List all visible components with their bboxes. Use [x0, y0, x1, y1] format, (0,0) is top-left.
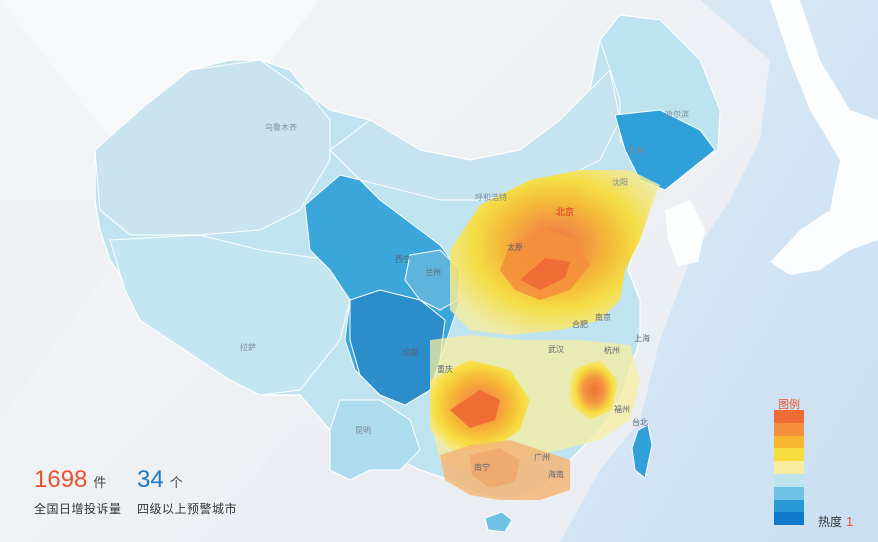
heat-label: 热度: [818, 515, 843, 529]
legend-swatch: [774, 486, 804, 500]
daily-complaints-stat: 1698 件 全国日增投诉量: [34, 466, 122, 517]
heat-level: 热度 1: [818, 513, 853, 530]
legend-swatch: [774, 461, 804, 474]
city-label: 兰州: [425, 267, 441, 277]
legend-swatch: [774, 512, 804, 526]
legend-swatch: [774, 422, 804, 436]
warning-cities-stat: 34 个 四级以上预警城市: [137, 466, 237, 517]
city-label: 台北: [632, 417, 648, 427]
city-label: 南宁: [474, 462, 490, 472]
city-label: 呼和浩特: [475, 192, 507, 202]
city-label: 哈尔滨: [665, 109, 689, 119]
city-label: 上海: [634, 333, 650, 343]
legend-swatch: [774, 448, 804, 462]
city-label: 北京: [556, 206, 574, 217]
legend-swatch: [774, 410, 804, 423]
daily-complaints-value: 1698: [34, 466, 88, 493]
warning-cities-label: 四级以上预警城市: [137, 502, 238, 516]
warning-cities-value: 34: [137, 466, 164, 493]
legend-swatch: [774, 473, 804, 487]
city-label: 沈阳: [612, 177, 628, 187]
city-label: 太原: [507, 242, 523, 252]
legend-swatch: [774, 435, 804, 449]
city-label: 武汉: [548, 344, 564, 354]
legend-title: 图例: [778, 399, 800, 411]
city-label: 杭州: [604, 345, 620, 355]
city-label: 南京: [595, 312, 611, 322]
city-label: 海南: [548, 469, 564, 479]
city-label: 西宁: [395, 254, 411, 264]
heat-value: 1: [846, 514, 854, 529]
city-label: 福州: [614, 405, 630, 414]
daily-complaints-unit: 件: [93, 475, 107, 490]
city-label: 合肥: [572, 319, 588, 329]
city-label: 拉萨: [240, 342, 256, 352]
city-label: 重庆: [437, 364, 453, 374]
city-label: 成都: [402, 347, 418, 357]
warning-cities-unit: 个: [169, 475, 183, 490]
legend-color-bar: [774, 410, 804, 526]
daily-complaints-label: 全国日增投诉量: [34, 502, 122, 516]
city-label: 昆明: [355, 426, 371, 435]
city-label: 广州: [534, 452, 550, 462]
city-label: 长春: [628, 145, 644, 155]
legend-swatch: [774, 499, 804, 513]
city-label: 乌鲁木齐: [265, 122, 297, 132]
